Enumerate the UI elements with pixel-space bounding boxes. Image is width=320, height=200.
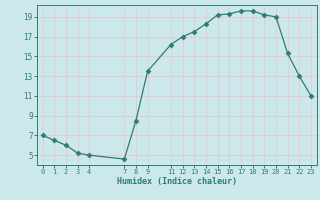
X-axis label: Humidex (Indice chaleur): Humidex (Indice chaleur) <box>117 177 237 186</box>
